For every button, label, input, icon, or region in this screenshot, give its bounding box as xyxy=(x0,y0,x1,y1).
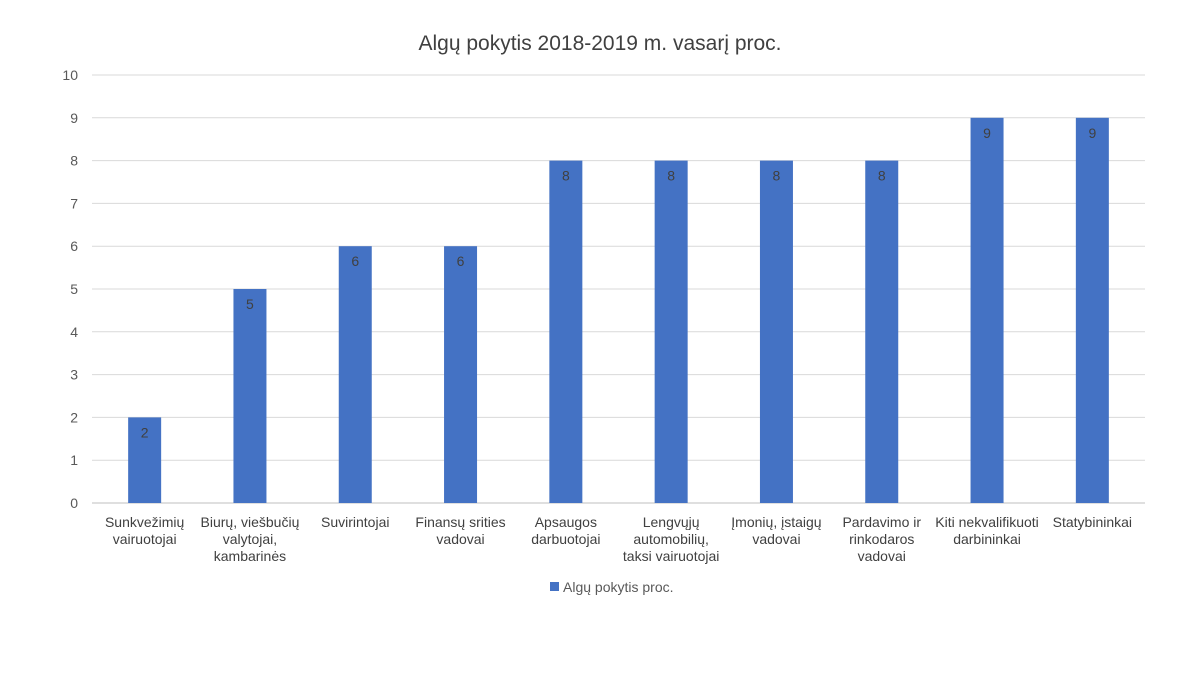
bar xyxy=(970,117,1004,504)
y-tick-label: 9 xyxy=(70,110,78,126)
y-tick-label: 2 xyxy=(70,409,78,425)
data-label: 2 xyxy=(141,424,149,440)
y-tick-label: 5 xyxy=(70,281,78,297)
data-label: 6 xyxy=(351,253,359,269)
data-label: 8 xyxy=(773,168,781,184)
x-tick-label: Įmonių, įstaigų vadovai xyxy=(731,514,821,547)
x-tick-label: Finansų srities vadovai xyxy=(415,514,505,547)
y-tick-label: 1 xyxy=(70,452,78,468)
y-tick-label: 0 xyxy=(70,495,78,511)
y-tick-label: 4 xyxy=(70,324,78,340)
y-tick-label: 10 xyxy=(62,67,78,83)
y-tick-label: 7 xyxy=(70,195,78,211)
data-label: 8 xyxy=(562,168,570,184)
bar xyxy=(1075,117,1109,504)
legend-label: Algų pokytis proc. xyxy=(563,579,674,595)
x-tick-label: Kiti nekvalifikuoti darbininkai xyxy=(935,514,1039,547)
bar xyxy=(128,417,162,503)
bar xyxy=(549,160,583,503)
x-tick-label: Pardavimo ir rinkodaros vadovai xyxy=(842,514,921,564)
legend-swatch xyxy=(550,582,559,591)
y-tick-label: 8 xyxy=(70,153,78,169)
x-tick-label: Suvirintojai xyxy=(321,514,389,530)
bar xyxy=(759,160,793,503)
data-label: 6 xyxy=(457,253,465,269)
x-tick-label: Biurų, viešbučių valytojai, kambarinės xyxy=(201,514,300,564)
data-label: 5 xyxy=(246,296,254,312)
data-label: 8 xyxy=(667,168,675,184)
data-label: 9 xyxy=(1088,125,1096,141)
bar xyxy=(444,246,478,503)
chart-title: Algų pokytis 2018-2019 m. vasarį proc. xyxy=(418,32,782,55)
bar xyxy=(338,246,372,503)
y-tick-label: 3 xyxy=(70,367,78,383)
data-label: 8 xyxy=(878,168,886,184)
x-tick-label: Statybininkai xyxy=(1053,514,1132,530)
bar xyxy=(233,289,267,503)
bar xyxy=(865,160,899,503)
x-tick-label: Sunkvežimių vairuotojai xyxy=(105,514,185,547)
y-tick-label: 6 xyxy=(70,238,78,254)
bar xyxy=(654,160,688,503)
data-label: 9 xyxy=(983,125,991,141)
x-tick-label: Apsaugos darbuotojai xyxy=(531,514,600,547)
x-tick-label: Lengvųjų automobilių, taksi vairuotojai xyxy=(623,514,720,564)
